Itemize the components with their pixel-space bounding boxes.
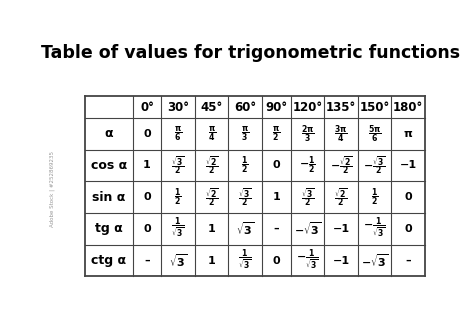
Text: 45°: 45° <box>201 100 223 114</box>
Text: $\mathbf{\frac{1}{\sqrt{3}}}$: $\mathbf{\frac{1}{\sqrt{3}}}$ <box>172 216 185 241</box>
Text: $\mathbf{\frac{\sqrt{2}}{2}}$: $\mathbf{\frac{\sqrt{2}}{2}}$ <box>205 186 219 208</box>
Text: 0: 0 <box>143 192 151 202</box>
Text: –: – <box>144 256 150 265</box>
Text: 0°: 0° <box>140 100 154 114</box>
Text: $\mathbf{\frac{\sqrt{3}}{2}}$: $\mathbf{\frac{\sqrt{3}}{2}}$ <box>172 155 185 176</box>
Text: $\mathbf{\frac{2\pi}{3}}$: $\mathbf{\frac{2\pi}{3}}$ <box>301 123 314 144</box>
Text: $\mathbf{-\frac{1}{\sqrt{3}}}$: $\mathbf{-\frac{1}{\sqrt{3}}}$ <box>363 216 386 241</box>
Text: $\mathbf{\frac{3\pi}{4}}$: $\mathbf{\frac{3\pi}{4}}$ <box>334 123 348 144</box>
Text: $\mathbf{\sqrt{3}}$: $\mathbf{\sqrt{3}}$ <box>236 221 255 237</box>
Text: $\mathbf{\frac{\pi}{6}}$: $\mathbf{\frac{\pi}{6}}$ <box>174 124 182 143</box>
Text: 0: 0 <box>273 161 280 170</box>
Text: $\mathbf{-\frac{1}{\sqrt{3}}}$: $\mathbf{-\frac{1}{\sqrt{3}}}$ <box>296 248 319 273</box>
Text: $\mathbf{\sqrt{3}}$: $\mathbf{\sqrt{3}}$ <box>169 252 188 269</box>
Text: $\mathbf{\frac{\sqrt{2}}{2}}$: $\mathbf{\frac{\sqrt{2}}{2}}$ <box>205 155 219 176</box>
Text: Table of values for trigonometric functions: Table of values for trigonometric functi… <box>41 44 460 62</box>
Text: 60°: 60° <box>234 100 256 114</box>
Text: –: – <box>405 256 411 265</box>
Text: $\mathbf{\frac{\pi}{2}}$: $\mathbf{\frac{\pi}{2}}$ <box>272 124 281 143</box>
Text: $\mathbf{-\sqrt{3}}$: $\mathbf{-\sqrt{3}}$ <box>293 221 321 237</box>
Text: $\mathbf{\frac{\sqrt{3}}{2}}$: $\mathbf{\frac{\sqrt{3}}{2}}$ <box>301 186 314 208</box>
Text: 1: 1 <box>208 224 216 234</box>
Text: $\mathbf{\pi}$: $\mathbf{\pi}$ <box>403 129 413 139</box>
Text: 30°: 30° <box>167 100 189 114</box>
Text: 0: 0 <box>143 129 151 139</box>
Text: $\mathbf{-\frac{\sqrt{3}}{2}}$: $\mathbf{-\frac{\sqrt{3}}{2}}$ <box>363 155 386 176</box>
Text: $\mathbf{\frac{\pi}{3}}$: $\mathbf{\frac{\pi}{3}}$ <box>241 124 249 143</box>
Text: ctg α: ctg α <box>91 254 126 267</box>
Text: 0: 0 <box>404 224 412 234</box>
Text: $\mathbf{-\sqrt{3}}$: $\mathbf{-\sqrt{3}}$ <box>361 252 389 269</box>
Text: 0: 0 <box>404 192 412 202</box>
Text: 0: 0 <box>143 224 151 234</box>
Text: $\mathbf{-\frac{\sqrt{2}}{2}}$: $\mathbf{-\frac{\sqrt{2}}{2}}$ <box>329 155 353 176</box>
Text: 1: 1 <box>273 192 280 202</box>
Text: −1: −1 <box>332 224 350 234</box>
Text: 150°: 150° <box>359 100 390 114</box>
Text: 1: 1 <box>143 161 151 170</box>
Text: 90°: 90° <box>265 100 287 114</box>
Text: $\mathbf{-\frac{1}{2}}$: $\mathbf{-\frac{1}{2}}$ <box>299 155 316 176</box>
Text: $\mathbf{\frac{1}{2}}$: $\mathbf{\frac{1}{2}}$ <box>241 155 249 176</box>
Text: $\mathbf{\frac{1}{2}}$: $\mathbf{\frac{1}{2}}$ <box>174 186 182 208</box>
Text: $\mathbf{\frac{1}{\sqrt{3}}}$: $\mathbf{\frac{1}{\sqrt{3}}}$ <box>238 248 252 273</box>
Text: 0: 0 <box>273 256 280 265</box>
Text: $\mathbf{\frac{\sqrt{2}}{2}}$: $\mathbf{\frac{\sqrt{2}}{2}}$ <box>334 186 348 208</box>
Text: 180°: 180° <box>393 100 423 114</box>
Text: −1: −1 <box>400 161 417 170</box>
Text: Adobe Stock | #252869235: Adobe Stock | #252869235 <box>49 151 55 227</box>
Text: α: α <box>104 127 113 140</box>
Text: $\mathbf{\frac{\sqrt{3}}{2}}$: $\mathbf{\frac{\sqrt{3}}{2}}$ <box>238 186 252 208</box>
Text: tg α: tg α <box>95 222 123 235</box>
Text: −1: −1 <box>332 256 350 265</box>
Text: $\mathbf{\frac{\pi}{4}}$: $\mathbf{\frac{\pi}{4}}$ <box>208 124 216 143</box>
Text: –: – <box>273 224 279 234</box>
Text: cos α: cos α <box>91 159 127 172</box>
Text: $\mathbf{\frac{5\pi}{6}}$: $\mathbf{\frac{5\pi}{6}}$ <box>368 123 381 144</box>
Text: 1: 1 <box>208 256 216 265</box>
Text: $\mathbf{\frac{1}{2}}$: $\mathbf{\frac{1}{2}}$ <box>371 186 378 208</box>
Text: 120°: 120° <box>292 100 323 114</box>
Text: sin α: sin α <box>92 191 126 204</box>
Text: 135°: 135° <box>326 100 356 114</box>
